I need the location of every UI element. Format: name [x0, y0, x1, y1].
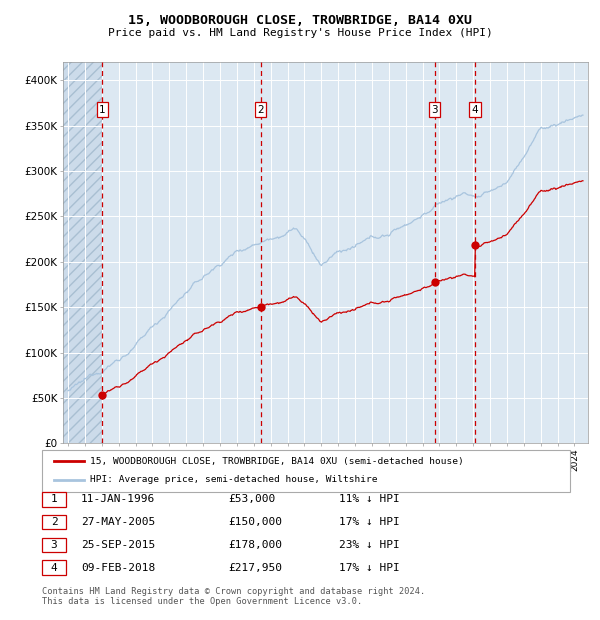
Text: Price paid vs. HM Land Registry's House Price Index (HPI): Price paid vs. HM Land Registry's House …: [107, 28, 493, 38]
Text: £150,000: £150,000: [228, 517, 282, 527]
Text: £217,950: £217,950: [228, 563, 282, 573]
Text: 17% ↓ HPI: 17% ↓ HPI: [339, 517, 400, 527]
Text: Contains HM Land Registry data © Crown copyright and database right 2024.
This d: Contains HM Land Registry data © Crown c…: [42, 587, 425, 606]
Text: 11% ↓ HPI: 11% ↓ HPI: [339, 494, 400, 504]
Text: 11-JAN-1996: 11-JAN-1996: [81, 494, 155, 504]
Text: 15, WOODBOROUGH CLOSE, TROWBRIDGE, BA14 0XU (semi-detached house): 15, WOODBOROUGH CLOSE, TROWBRIDGE, BA14 …: [90, 457, 464, 466]
Text: 25-SEP-2015: 25-SEP-2015: [81, 540, 155, 550]
Text: 15, WOODBOROUGH CLOSE, TROWBRIDGE, BA14 0XU: 15, WOODBOROUGH CLOSE, TROWBRIDGE, BA14 …: [128, 14, 472, 27]
Text: HPI: Average price, semi-detached house, Wiltshire: HPI: Average price, semi-detached house,…: [90, 476, 377, 484]
Text: £178,000: £178,000: [228, 540, 282, 550]
Text: 1: 1: [99, 105, 106, 115]
Text: 4: 4: [50, 563, 58, 573]
Text: £53,000: £53,000: [228, 494, 275, 504]
Text: 2: 2: [257, 105, 264, 115]
Text: 09-FEB-2018: 09-FEB-2018: [81, 563, 155, 573]
Text: 1: 1: [50, 494, 58, 504]
Text: 27-MAY-2005: 27-MAY-2005: [81, 517, 155, 527]
Text: 4: 4: [472, 105, 478, 115]
Text: 3: 3: [431, 105, 438, 115]
Text: 17% ↓ HPI: 17% ↓ HPI: [339, 563, 400, 573]
Text: 2: 2: [50, 517, 58, 527]
Bar: [63, 62, 103, 443]
Text: 3: 3: [50, 540, 58, 550]
Text: 23% ↓ HPI: 23% ↓ HPI: [339, 540, 400, 550]
